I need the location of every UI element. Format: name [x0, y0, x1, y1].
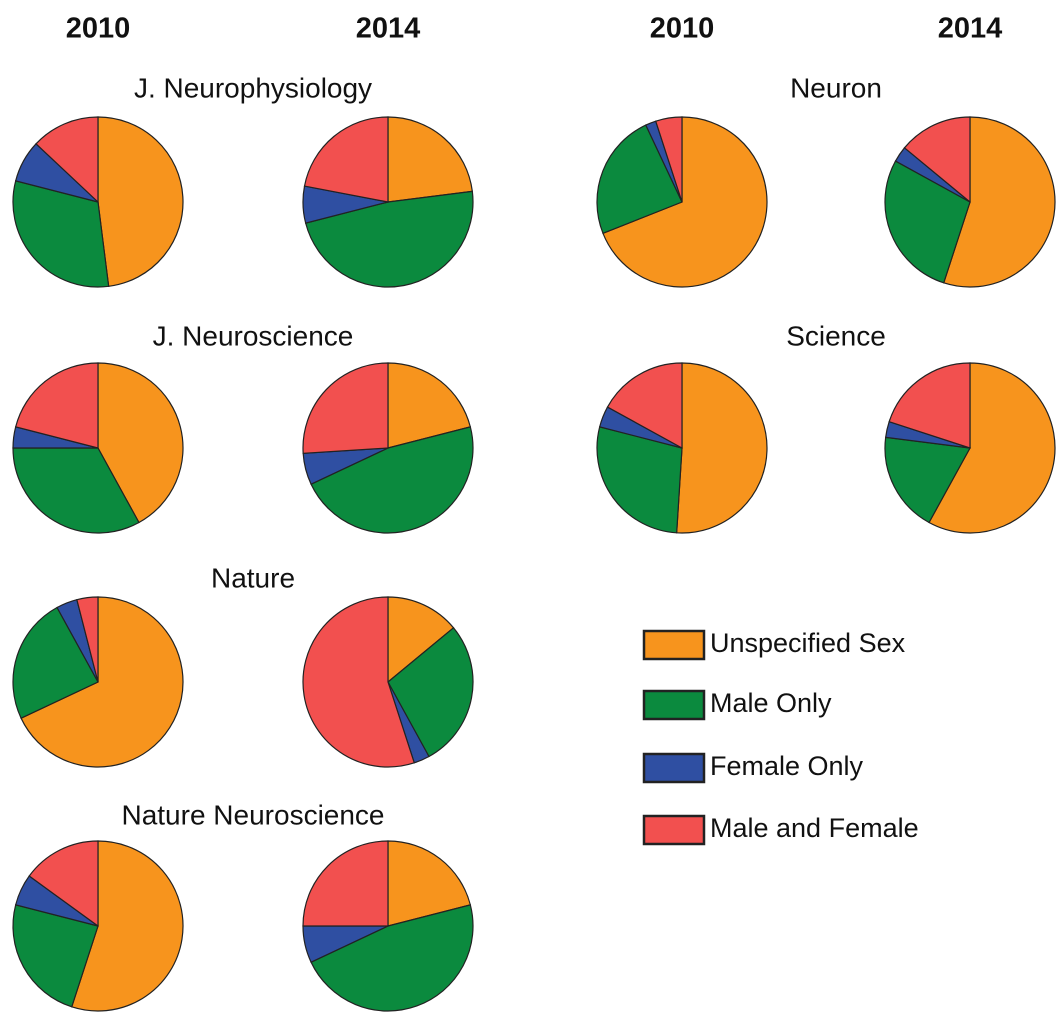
pie-slice — [676, 362, 768, 534]
legend-swatch — [642, 689, 706, 721]
chart-title: Science — [786, 320, 886, 351]
pie-slice — [12, 904, 99, 1008]
chart-title: Nature Neuroscience — [121, 799, 384, 830]
pie-slice — [387, 840, 472, 927]
column-header: 2014 — [938, 13, 1003, 45]
chart-title: Nature — [211, 562, 295, 593]
pie-slice — [303, 116, 389, 203]
pie-slice — [387, 626, 474, 758]
pie-slice — [35, 116, 99, 204]
pie-slice — [310, 426, 474, 534]
legend-swatch — [642, 814, 706, 846]
legend-label: Male and Female — [710, 813, 919, 843]
pie-slice — [387, 596, 455, 684]
pie-slice — [12, 447, 140, 534]
pie-slice — [884, 436, 971, 524]
pie-slice — [302, 840, 389, 927]
pie-slice — [928, 362, 1056, 534]
pie-slice — [302, 596, 416, 768]
pie-slice — [942, 116, 1056, 288]
pie-slice — [596, 426, 683, 534]
pie-slice — [28, 840, 99, 928]
pie-slice — [97, 116, 184, 288]
chart-title: J. Neuroscience — [153, 320, 354, 351]
pie-slice — [903, 116, 971, 204]
pie-slice — [97, 362, 184, 524]
pie-slice — [310, 904, 474, 1012]
pie-slice — [654, 116, 683, 203]
pie-slice — [304, 190, 474, 288]
column-header: 2010 — [66, 13, 131, 45]
pie-slice — [12, 606, 99, 719]
legend-label: Male Only — [710, 688, 832, 718]
pie-slice — [14, 362, 99, 449]
pie-slice — [76, 596, 99, 683]
pie-slice — [602, 116, 768, 288]
pie-slice — [12, 180, 110, 288]
pie-slice — [70, 840, 184, 1012]
chart-title: J. Neurophysiology — [134, 72, 372, 103]
pie-slice — [596, 124, 683, 235]
pie-slice — [302, 362, 389, 454]
legend-label: Unspecified Sex — [710, 628, 906, 658]
pie-slice — [387, 362, 472, 449]
pie-slice — [20, 596, 184, 768]
pie-slice — [606, 362, 683, 450]
column-header: 2010 — [650, 13, 715, 45]
legend-label: Female Only — [710, 751, 864, 781]
legend-swatch — [642, 629, 706, 661]
chart-title: Neuron — [790, 72, 882, 103]
legend-swatch — [642, 752, 706, 784]
pie-slice — [387, 116, 474, 203]
column-header: 2014 — [356, 13, 421, 45]
pie-slice — [888, 362, 971, 449]
pie-slice — [884, 160, 971, 284]
